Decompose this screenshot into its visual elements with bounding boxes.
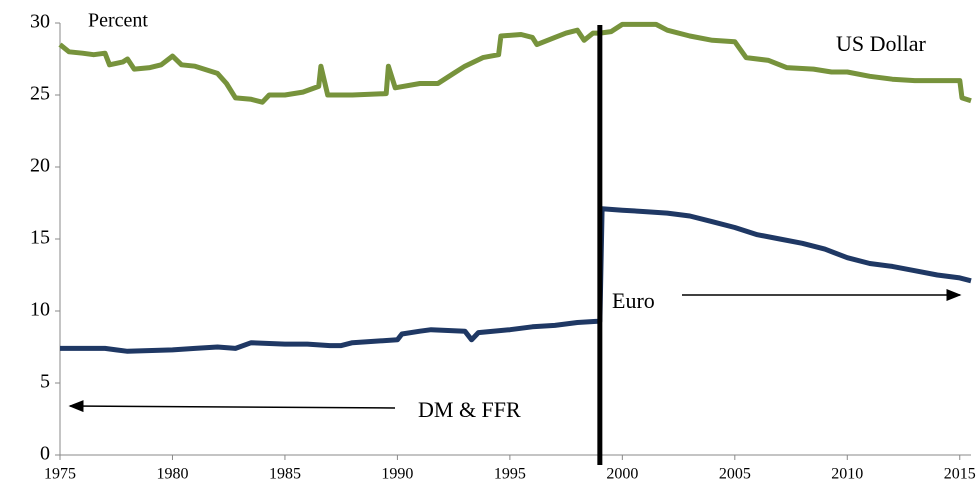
y-tick-label: 5: [40, 371, 50, 393]
annotation: DM & FFR: [418, 397, 521, 422]
x-tick-label: 1995: [494, 466, 526, 483]
y-axis-label: Percent: [88, 10, 148, 32]
y-tick-label: 15: [30, 227, 50, 249]
x-tick-label: 2000: [606, 466, 638, 483]
y-tick-label: 0: [40, 443, 50, 465]
x-tick-label: 2005: [719, 466, 751, 483]
x-tick-label: 1990: [381, 466, 413, 483]
y-tick-label: 20: [30, 155, 50, 177]
x-tick-label: 2010: [831, 466, 863, 483]
x-tick-label: 2015: [944, 466, 976, 483]
y-tick-label: 25: [30, 83, 50, 105]
x-tick-label: 1980: [156, 466, 188, 483]
y-tick-label: 30: [30, 11, 50, 33]
y-tick-label: 10: [30, 299, 50, 321]
annotation: Euro: [612, 288, 655, 313]
annotation: US Dollar: [836, 31, 927, 56]
arrow: [68, 400, 396, 413]
x-tick-label: 1975: [44, 466, 76, 483]
series-line: [60, 206, 972, 354]
x-tick-label: 1985: [269, 466, 301, 483]
series-line: [58, 21, 972, 105]
